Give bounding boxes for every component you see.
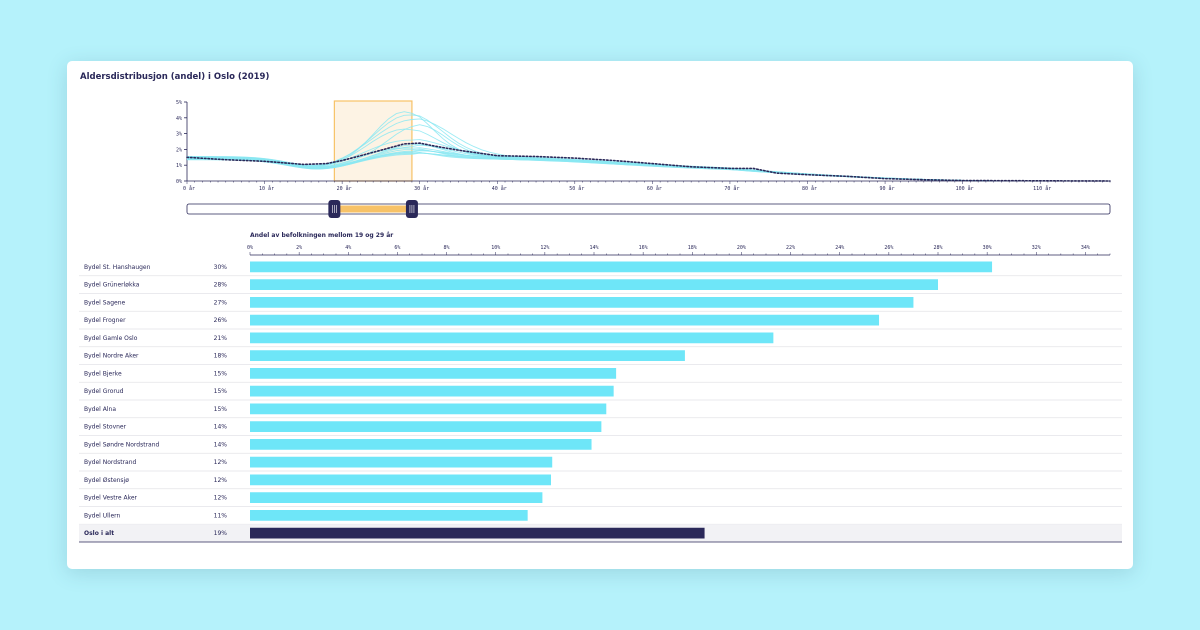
bar[interactable] [250, 474, 551, 486]
chart-svg: 0% 1% 2% 3% 4% 5% 0 år 10 år 20 år 30 år 40 år 50 å… [79, 100, 1122, 543]
district-label: Bydel Ullern [84, 512, 121, 519]
bar-x-tick-label: 28% [933, 245, 942, 251]
bar[interactable] [250, 332, 774, 344]
bar-x-tick-label: 8% [444, 245, 450, 251]
value-label: 14% [214, 424, 228, 431]
value-label: 26% [214, 317, 228, 324]
district-label: Bydel Grorud [84, 388, 124, 395]
bar-x-tick-label: 16% [639, 245, 648, 251]
bar-x-tick-label: 12% [540, 245, 549, 251]
x-tick-label: 60 år [647, 185, 662, 192]
x-tick-label: 70 år [724, 185, 739, 192]
x-tick-label: 110 år [1033, 185, 1051, 192]
district-line [187, 118, 1110, 182]
total-line [186, 142, 1111, 182]
y-tick-label: 2% [176, 147, 182, 153]
bar-x-tick-label: 6% [394, 245, 400, 251]
x-tick-label: 100 år [956, 185, 974, 192]
bar-x-tick-label: 10% [491, 245, 500, 251]
bar-x-tick-label: 18% [688, 245, 697, 251]
district-label: Bydel Grünerløkka [84, 282, 140, 289]
district-label: Bydel Vestre Aker [84, 495, 138, 502]
value-label: 15% [214, 370, 228, 377]
district-line [187, 111, 1110, 182]
bar[interactable] [250, 403, 607, 415]
value-label: 28% [214, 282, 228, 289]
value-label: 30% [214, 264, 228, 271]
bar[interactable] [250, 314, 880, 326]
district-label: Bydel St. Hanshaugen [84, 264, 151, 271]
district-label: Bydel Frogner [84, 317, 126, 324]
value-label: 12% [214, 477, 228, 484]
district-label: Bydel Sagene [84, 299, 126, 306]
bar-x-tick-label: 14% [589, 245, 598, 251]
bar-x-tick-label: 26% [884, 245, 893, 251]
bar[interactable] [250, 368, 617, 379]
bar[interactable] [250, 421, 602, 432]
bar[interactable] [250, 385, 614, 397]
x-tick-label: 20 år [337, 185, 352, 192]
value-label: 18% [214, 353, 228, 360]
bar-x-tick-label: 34% [1081, 245, 1090, 251]
value-label: 19% [214, 530, 228, 537]
range-slider-fill [334, 205, 412, 213]
y-tick-label: 3% [176, 132, 182, 138]
value-label: 11% [214, 512, 228, 519]
district-label: Bydel Nordre Aker [84, 353, 139, 360]
district-label: Bydel Alna [84, 406, 116, 413]
district-line [186, 114, 1110, 182]
total-label: Oslo i alt [84, 530, 114, 537]
district-line [187, 128, 1110, 182]
x-tick-label: 80 år [802, 185, 817, 192]
chart-title: Aldersdistribusjon (andel) i Oslo (2019) [80, 72, 270, 82]
bar[interactable] [250, 297, 914, 308]
y-tick-label: 4% [176, 116, 182, 122]
x-tick-label: 50 år [569, 185, 584, 192]
bar-chart-title: Andel av befolkningen mellom 19 og 29 år [250, 232, 393, 239]
total-bar[interactable] [250, 527, 705, 539]
bar-x-tick-label: 4% [345, 245, 351, 251]
x-tick-label: 10 år [259, 185, 274, 192]
bar-x-tick-label: 24% [835, 245, 844, 251]
value-label: 15% [214, 406, 228, 413]
bar[interactable] [250, 456, 553, 468]
y-tick-label: 1% [176, 163, 182, 169]
bar-x-tick-label: 2% [296, 245, 302, 251]
bar-x-tick-label: 22% [786, 245, 795, 251]
value-label: 12% [214, 459, 228, 466]
bar-x-tick-label: 32% [1032, 245, 1041, 251]
district-line [187, 139, 1110, 182]
bar[interactable] [250, 492, 543, 503]
value-label: 21% [214, 335, 228, 342]
district-label: Bydel Gamle Oslo [84, 335, 138, 342]
y-tick-label: 0% [176, 179, 182, 185]
value-label: 27% [214, 299, 228, 306]
district-label: Bydel Østensjø [84, 477, 129, 484]
range-slider-track[interactable] [186, 203, 1111, 215]
district-label: Bydel Bjerke [84, 370, 122, 377]
chart-card: Aldersdistribusjon (andel) i Oslo (2019)… [67, 61, 1133, 569]
bar-x-tick-label: 30% [983, 245, 992, 251]
value-label: 12% [214, 495, 228, 502]
district-label: Bydel Søndre Nordstrand [84, 441, 160, 448]
x-tick-label: 40 år [492, 185, 507, 192]
value-label: 15% [214, 388, 228, 395]
bar-x-tick-label: 0% [247, 245, 253, 251]
value-label: 14% [214, 441, 228, 448]
bar[interactable] [250, 510, 528, 521]
bar-x-tick-label: 20% [737, 245, 746, 251]
bar[interactable] [250, 350, 685, 361]
bar[interactable] [250, 439, 592, 450]
x-tick-label: 0 år [183, 185, 195, 192]
district-label: Bydel Stovner [84, 424, 127, 431]
district-line [187, 124, 1110, 182]
x-tick-label: 30 år [414, 185, 429, 192]
x-tick-label: 90 år [880, 185, 895, 192]
bar[interactable] [250, 261, 993, 273]
y-tick-label: 5% [176, 100, 182, 106]
bar[interactable] [250, 279, 938, 290]
district-label: Bydel Nordstrand [84, 459, 136, 466]
